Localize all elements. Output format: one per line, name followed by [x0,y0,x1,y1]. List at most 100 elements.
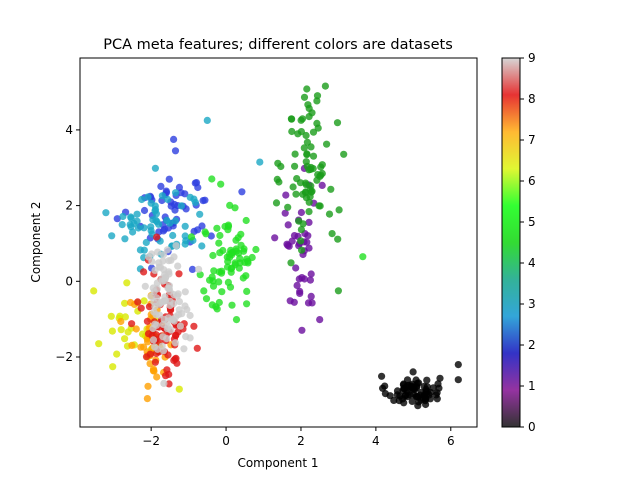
point-dataset-0 [433,395,441,403]
point-dataset-4 [272,199,281,207]
colorbar-frame [501,57,521,428]
point-dataset-0 [408,397,416,405]
point-dataset-1 [282,191,290,199]
point-dataset-8 [175,270,183,278]
point-dataset-6 [121,313,129,321]
point-dataset-4 [334,287,342,295]
point-dataset-4 [304,101,312,109]
point-dataset-7 [153,373,161,381]
point-dataset-6 [117,326,125,334]
point-dataset-4 [306,186,314,194]
point-dataset-2 [201,196,209,204]
point-dataset-5 [244,259,252,267]
point-dataset-4 [302,194,310,202]
point-dataset-9 [149,336,158,344]
point-dataset-2 [188,265,197,273]
point-dataset-5 [252,245,260,254]
point-dataset-9 [172,313,180,321]
plot-area [80,58,477,427]
point-dataset-9 [160,251,168,259]
point-dataset-3 [177,202,186,210]
point-dataset-9 [181,302,189,310]
y-axis-ticks: −2 0 2 4 [55,123,80,364]
point-dataset-2 [113,215,121,223]
point-dataset-9 [175,298,183,306]
point-dataset-3 [147,199,155,207]
point-dataset-2 [194,226,202,234]
point-dataset-8 [151,358,159,366]
point-dataset-9 [167,326,175,334]
point-dataset-4 [309,128,318,136]
point-dataset-5 [227,265,235,273]
point-dataset-4 [323,140,331,148]
point-dataset-2 [165,175,173,183]
point-dataset-9 [158,298,166,306]
point-dataset-5 [224,257,232,266]
point-dataset-3 [203,116,211,124]
point-dataset-3 [142,238,150,247]
point-dataset-8 [174,328,182,336]
point-dataset-9 [153,279,161,287]
x-tick-label: −2 [142,434,160,448]
point-dataset-5 [202,295,211,303]
point-dataset-2 [171,147,180,155]
point-dataset-5 [228,301,236,309]
point-dataset-5 [217,180,225,188]
point-dataset-9 [166,288,174,296]
point-dataset-1 [300,275,309,283]
point-dataset-5 [187,233,196,241]
point-dataset-1 [306,276,314,284]
point-dataset-3 [171,217,179,225]
point-dataset-3 [140,224,148,232]
point-dataset-6 [90,287,98,295]
point-dataset-8 [128,320,136,328]
point-dataset-8 [137,304,145,312]
point-dataset-5 [208,273,216,281]
point-dataset-4 [325,210,334,218]
point-dataset-3 [152,216,160,224]
point-dataset-4 [292,190,300,198]
point-dataset-5 [232,316,241,324]
point-dataset-0 [434,380,442,388]
point-dataset-2 [192,179,201,187]
point-dataset-4 [303,85,311,93]
y-axis-label: Component 2 [29,201,43,282]
point-dataset-4 [287,259,295,267]
point-dataset-4 [313,92,322,100]
point-dataset-4 [308,109,316,117]
point-dataset-3 [181,222,189,230]
point-dataset-1 [284,221,292,229]
point-dataset-4 [291,150,299,158]
point-dataset-4 [273,175,281,183]
point-dataset-7 [128,341,136,349]
point-dataset-5 [216,231,224,240]
point-dataset-4 [302,131,310,140]
point-dataset-4 [300,93,309,101]
point-dataset-9 [151,302,159,311]
point-dataset-5 [236,254,244,262]
point-dataset-9 [165,270,173,278]
point-dataset-4 [315,202,323,210]
point-dataset-6 [123,279,131,287]
point-dataset-9 [163,335,171,343]
point-dataset-5 [215,278,223,286]
scatter-points [90,82,462,410]
point-dataset-5 [243,300,251,308]
colorbar-tick-label: 6 [528,174,536,188]
point-dataset-5 [212,303,220,311]
point-dataset-4 [277,162,285,171]
point-dataset-5 [215,239,223,247]
point-dataset-4 [309,152,318,160]
point-dataset-5 [359,253,367,261]
point-dataset-0 [400,385,408,393]
point-dataset-4 [297,226,305,234]
point-dataset-3 [118,221,126,229]
point-dataset-5 [248,253,256,262]
colorbar [502,58,520,427]
point-dataset-1 [296,289,304,297]
point-dataset-9 [152,321,161,329]
point-dataset-1 [318,181,326,189]
point-dataset-3 [196,210,204,218]
point-dataset-3 [181,240,189,248]
